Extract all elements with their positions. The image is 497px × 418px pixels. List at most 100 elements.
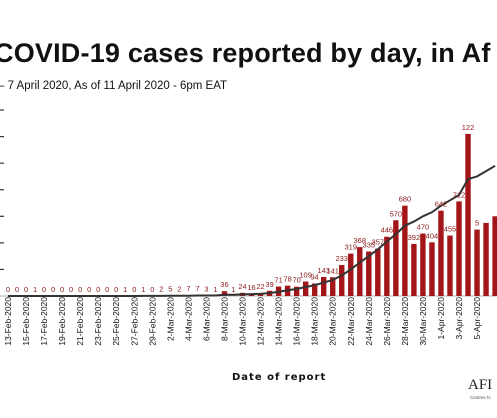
data-label: 109 (299, 271, 312, 280)
bar (492, 216, 497, 296)
data-label: 39 (265, 280, 273, 289)
data-label: 0 (87, 285, 91, 294)
x-tick-labels: 13-Feb-2020 15-Feb-2020 17-Feb-2020 19-Feb-… (3, 297, 482, 346)
x-tick-label: 22-Mar-2020 (346, 297, 356, 346)
x-tick-label: 1-Apr-2020 (436, 297, 446, 340)
x-tick-label: 16-Mar-2020 (292, 297, 302, 346)
x-tick-label: 25-Feb-2020 (111, 297, 121, 346)
x-tick-label: 4-Mar-2020 (183, 297, 193, 341)
data-label: 0 (15, 285, 19, 294)
x-tick-label: 3-Apr-2020 (454, 297, 464, 340)
bar (420, 233, 426, 296)
data-label: 233 (335, 254, 348, 263)
bar (429, 242, 435, 296)
chart-title: COVID-19 cases reported by day, in Af (0, 38, 491, 68)
bar (411, 243, 417, 296)
data-label: 0 (42, 285, 46, 294)
x-tick-label: 30-Mar-2020 (418, 297, 428, 346)
x-tick-label: 12-Mar-2020 (256, 297, 266, 346)
x-tick-label: 29-Feb-2020 (147, 297, 157, 346)
data-label: 2 (159, 285, 163, 294)
x-tick-label: 6-Mar-2020 (201, 297, 211, 341)
data-label: 7 (186, 284, 190, 293)
data-label: 24 (238, 282, 246, 291)
x-tick-label: 2-Mar-2020 (165, 297, 175, 341)
x-tick-label: 23-Feb-2020 (93, 297, 103, 346)
x-tick-label: 28-Mar-2020 (400, 297, 410, 346)
data-label: 16 (247, 283, 255, 292)
bar (402, 205, 408, 296)
data-label: 94 (311, 273, 319, 282)
bar (321, 277, 327, 296)
data-label: 1 (141, 285, 145, 294)
x-tick-label: 21-Feb-2020 (75, 297, 85, 346)
chart-subtitle: – 7 April 2020, As of 11 April 2020 - 6p… (0, 80, 228, 92)
bar (311, 283, 318, 296)
bar (348, 253, 354, 296)
data-label: 0 (51, 285, 55, 294)
bar (384, 236, 390, 296)
x-tick-label: 18-Mar-2020 (310, 297, 320, 346)
data-label: 0 (105, 285, 109, 294)
data-label: 1 (213, 285, 217, 294)
data-label: 0 (132, 285, 136, 294)
data-label: 712 (453, 190, 466, 199)
x-tick-label: 26-Mar-2020 (382, 297, 392, 346)
bar (393, 220, 399, 296)
data-label: 1 (33, 285, 37, 294)
x-tick-label: 5-Apr-2020 (472, 297, 482, 340)
bar (330, 277, 336, 296)
data-label: 22 (256, 282, 264, 291)
bar (375, 248, 381, 296)
data-label: 7 (195, 284, 199, 293)
x-tick-label: 8-Mar-2020 (219, 297, 229, 341)
data-label: 3 (204, 285, 208, 294)
logo-subtext: Centres fo (470, 395, 491, 400)
data-label: 357 (372, 238, 385, 247)
bar (339, 265, 345, 296)
x-axis-label: Date of report (232, 372, 327, 383)
data-label: 335 (363, 240, 376, 249)
data-label: 78 (283, 275, 291, 284)
x-tick-label: 19-Feb-2020 (57, 297, 67, 346)
data-label: 368 (354, 236, 367, 245)
data-label: 404 (426, 231, 439, 240)
data-label: 680 (399, 195, 412, 204)
data-label: 5 (168, 284, 172, 293)
data-label: 0 (150, 285, 154, 294)
x-tick-label: 14-Mar-2020 (274, 297, 284, 346)
x-tick-label: 10-Mar-2020 (238, 297, 248, 346)
bars (32, 133, 497, 296)
data-label: 122 (462, 123, 475, 132)
bar (483, 222, 489, 296)
bar (293, 286, 300, 296)
bar (438, 210, 444, 296)
data-label: 319 (345, 243, 358, 252)
data-label: 446 (381, 226, 394, 235)
data-label: 0 (69, 285, 73, 294)
data-label: 0 (78, 285, 82, 294)
x-tick-label: 17-Feb-2020 (39, 297, 49, 346)
bar (474, 229, 480, 296)
trend-line-path (8, 164, 496, 297)
data-label: 0 (6, 285, 10, 294)
bar (447, 235, 453, 296)
data-label: 1 (231, 285, 235, 294)
bar (302, 281, 309, 296)
bar (357, 247, 363, 296)
data-label: 71 (274, 276, 282, 285)
data-label: 0 (96, 285, 100, 294)
data-label: 570 (390, 209, 403, 218)
data-label: 392 (408, 233, 421, 242)
trend-line (8, 164, 496, 297)
x-tick-label: 20-Mar-2020 (328, 297, 338, 346)
data-label: 70 (292, 276, 300, 285)
data-label: 141 (326, 266, 339, 275)
data-label: 143 (317, 266, 330, 275)
data-label: 1 (123, 285, 127, 294)
data-label: 642 (435, 200, 448, 209)
x-tick-label: 24-Mar-2020 (364, 297, 374, 346)
data-label: 0 (60, 285, 64, 294)
